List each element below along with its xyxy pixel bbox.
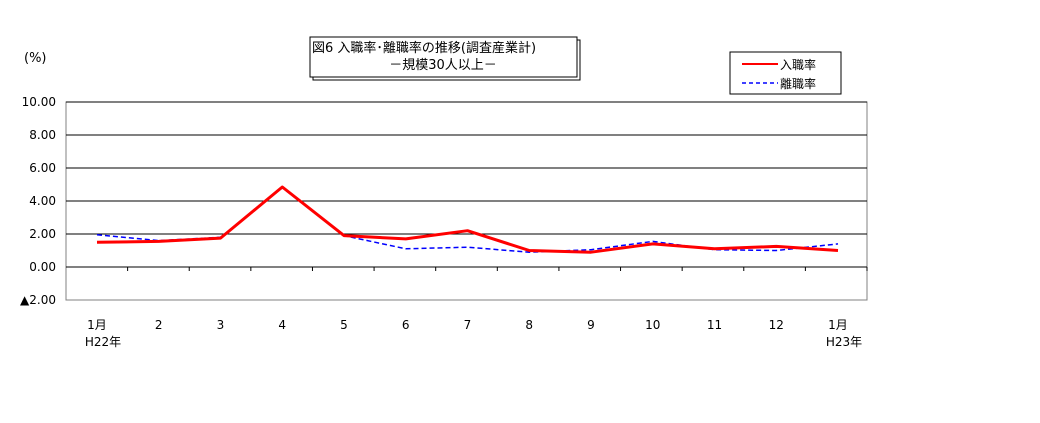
- x-tick-label: 10: [645, 318, 660, 332]
- x-tick-label: 6: [402, 318, 410, 332]
- x-tick-label: 9: [587, 318, 595, 332]
- gridlines: [66, 101, 867, 268]
- legend-label-separation-rate: 離職率: [780, 76, 816, 91]
- x-tick-label: 7: [464, 318, 472, 332]
- legend: 入職率 離職率: [729, 51, 842, 95]
- y-tick-label: ▲2.00: [20, 293, 56, 307]
- y-tick-label: 2.00: [29, 227, 56, 241]
- y-tick-label: 10.00: [22, 95, 56, 109]
- chart-subtitle: －規模30人以上－: [389, 58, 497, 73]
- y-tick-label: 4.00: [29, 194, 56, 208]
- series-line-separation-rate: [96, 187, 839, 253]
- x-tick-label: 8: [525, 318, 533, 332]
- x-tick-label: 1月: [87, 318, 107, 332]
- series-line-entry-rate: [96, 185, 839, 254]
- legend-label-entry-rate: 入職率: [780, 57, 816, 72]
- x-tick-sublabel: H23年: [826, 335, 862, 349]
- chart-title-box: 図6 入職率･離職率の推移(調査産業計) －規模30人以上－: [309, 36, 581, 81]
- x-tick-label: 11: [707, 318, 722, 332]
- y-tick-label: 0.00: [29, 260, 56, 274]
- x-ticks: [127, 267, 868, 271]
- x-tick-label: 12: [769, 318, 784, 332]
- series-lines: [96, 185, 839, 254]
- x-tick-sublabel: H22年: [85, 335, 121, 349]
- x-tick-label: 3: [217, 318, 225, 332]
- x-tick-label: 2: [155, 318, 163, 332]
- x-tick-label: 1月: [828, 318, 848, 332]
- x-tick-label: 5: [340, 318, 348, 332]
- y-tick-label: 8.00: [29, 128, 56, 142]
- y-tick-label: 6.00: [29, 161, 56, 175]
- x-tick-labels: 1月 H22年 2 3 4 5 6 7 8 9 10 11 12 1月 H23年: [85, 318, 862, 349]
- y-tick-labels: 10.00 8.00 6.00 4.00 2.00 0.00 ▲2.00: [20, 95, 56, 307]
- y-axis-label: (%): [24, 51, 47, 66]
- x-tick-label: 4: [278, 318, 286, 332]
- chart-title: 図6 入職率･離職率の推移(調査産業計): [312, 40, 536, 56]
